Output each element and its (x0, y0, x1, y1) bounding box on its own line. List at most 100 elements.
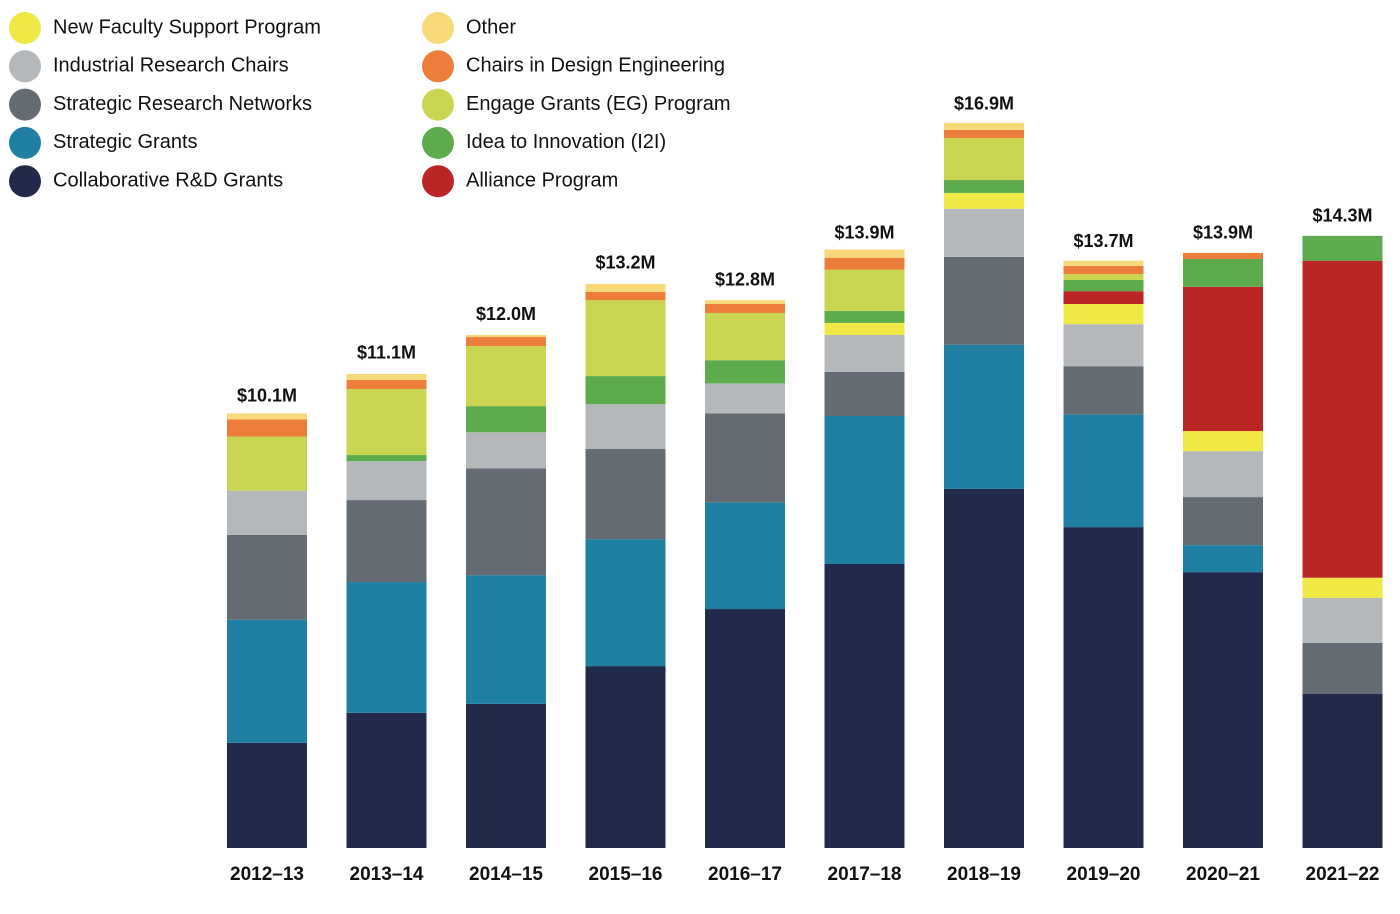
bar-segment (944, 488, 1024, 848)
bar-segment (705, 609, 785, 848)
bar-segment (1063, 265, 1144, 274)
bar-segment (1183, 572, 1263, 848)
bar-segment (1302, 577, 1383, 598)
bar-segment (824, 564, 905, 848)
total-label: $13.9M (1193, 222, 1253, 242)
bar-segment (705, 300, 785, 305)
bar-segment (824, 334, 905, 372)
legend-swatch (9, 88, 41, 121)
bar-segment (585, 376, 666, 404)
bar-segment (585, 300, 666, 377)
x-tick-label: 2013–14 (350, 864, 424, 885)
bar-segment (1063, 414, 1144, 528)
bar-segment (346, 500, 427, 583)
bar-segment (1183, 252, 1263, 259)
bar-segment (346, 582, 427, 713)
bar-segment (944, 344, 1024, 489)
legend-label: Strategic Research Networks (53, 93, 312, 115)
legend-label: New Faculty Support Program (53, 16, 321, 38)
legend-swatch (422, 50, 454, 83)
x-tick-label: 2014–15 (469, 864, 543, 885)
bar-segment (1302, 597, 1383, 643)
total-label: $16.9M (954, 94, 1014, 114)
bar-segment (1183, 497, 1263, 546)
bar-segment (1063, 273, 1144, 281)
bar-segment (1063, 291, 1144, 305)
total-label: $13.9M (834, 222, 894, 242)
x-tick-label: 2021–22 (1306, 864, 1380, 885)
bar-segment (1063, 280, 1144, 292)
bar-segment (466, 575, 546, 704)
bar-segment (227, 742, 307, 848)
legend-swatch (9, 126, 41, 159)
bar-segment (1302, 235, 1383, 261)
bar-segment (1183, 451, 1263, 498)
bar-segment (346, 461, 427, 501)
bar-segment (585, 283, 666, 293)
bar-segment (1063, 304, 1144, 325)
legend-swatch (9, 165, 41, 198)
legend-label: Industrial Research Chairs (53, 55, 289, 77)
legend-swatch (9, 12, 41, 44)
legend-label: Alliance Program (466, 169, 618, 191)
bar-segment (346, 455, 427, 462)
bar-segment (585, 539, 666, 667)
bar-segment (227, 413, 307, 420)
legend-swatch (9, 50, 41, 83)
bar-segment (585, 403, 666, 450)
bar-segment (466, 334, 546, 338)
bar-segment (944, 129, 1024, 139)
x-tick-label: 2015–16 (589, 864, 663, 885)
legend-label: Chairs in Design Engineering (466, 55, 725, 77)
bar-segment (944, 208, 1024, 257)
total-label: $13.7M (1073, 231, 1133, 251)
bar-segment (705, 383, 785, 414)
total-label: $10.1M (237, 385, 297, 405)
x-tick-label: 2017–18 (828, 864, 902, 885)
bar-segment (824, 257, 905, 270)
bar-segment (944, 180, 1024, 193)
bar-segment (585, 292, 666, 301)
bar-segment (227, 436, 307, 491)
legend-swatch (422, 88, 454, 121)
bar-segment (346, 388, 427, 456)
bar-segment (466, 468, 546, 576)
bar-segment (1063, 260, 1144, 266)
bar-segment (1302, 642, 1383, 694)
bar-segment (346, 373, 427, 380)
total-label: $11.1M (357, 343, 416, 363)
legend-label: Engage Grants (EG) Program (466, 93, 731, 115)
bar-segment (466, 346, 546, 407)
legend-label: Other (466, 16, 516, 38)
bar-segment (585, 666, 666, 848)
bar-segment (944, 138, 1024, 181)
legend-label: Strategic Grants (53, 131, 198, 153)
x-tick-label: 2019–20 (1067, 864, 1141, 885)
bar-segment (824, 249, 905, 258)
total-label: $14.3M (1312, 205, 1372, 225)
bar-segment (1063, 324, 1144, 367)
bar-segment (466, 337, 546, 347)
legend-swatch (422, 12, 454, 44)
bar-segment (824, 269, 905, 311)
bar-segment (227, 619, 307, 743)
bar-segment (1302, 260, 1383, 578)
x-tick-label: 2018–19 (947, 864, 1021, 885)
bar-segment (1183, 431, 1263, 452)
bar-segment (705, 360, 785, 384)
legend-swatch (422, 126, 454, 159)
bar-segment (705, 304, 785, 314)
bar-segment (705, 313, 785, 361)
bar-segment (346, 712, 427, 848)
bar-segment (1183, 545, 1263, 573)
bar-segment (1302, 693, 1383, 848)
bar-segment (585, 449, 666, 540)
bar-segment (1063, 527, 1144, 848)
bar-segment (466, 406, 546, 433)
legend-label: Idea to Innovation (I2I) (466, 131, 666, 153)
bar-segment (1183, 286, 1263, 432)
bar-segment (824, 310, 905, 323)
bar-segment (944, 192, 1024, 209)
bar-segment (705, 413, 785, 503)
total-label: $12.8M (715, 270, 775, 290)
